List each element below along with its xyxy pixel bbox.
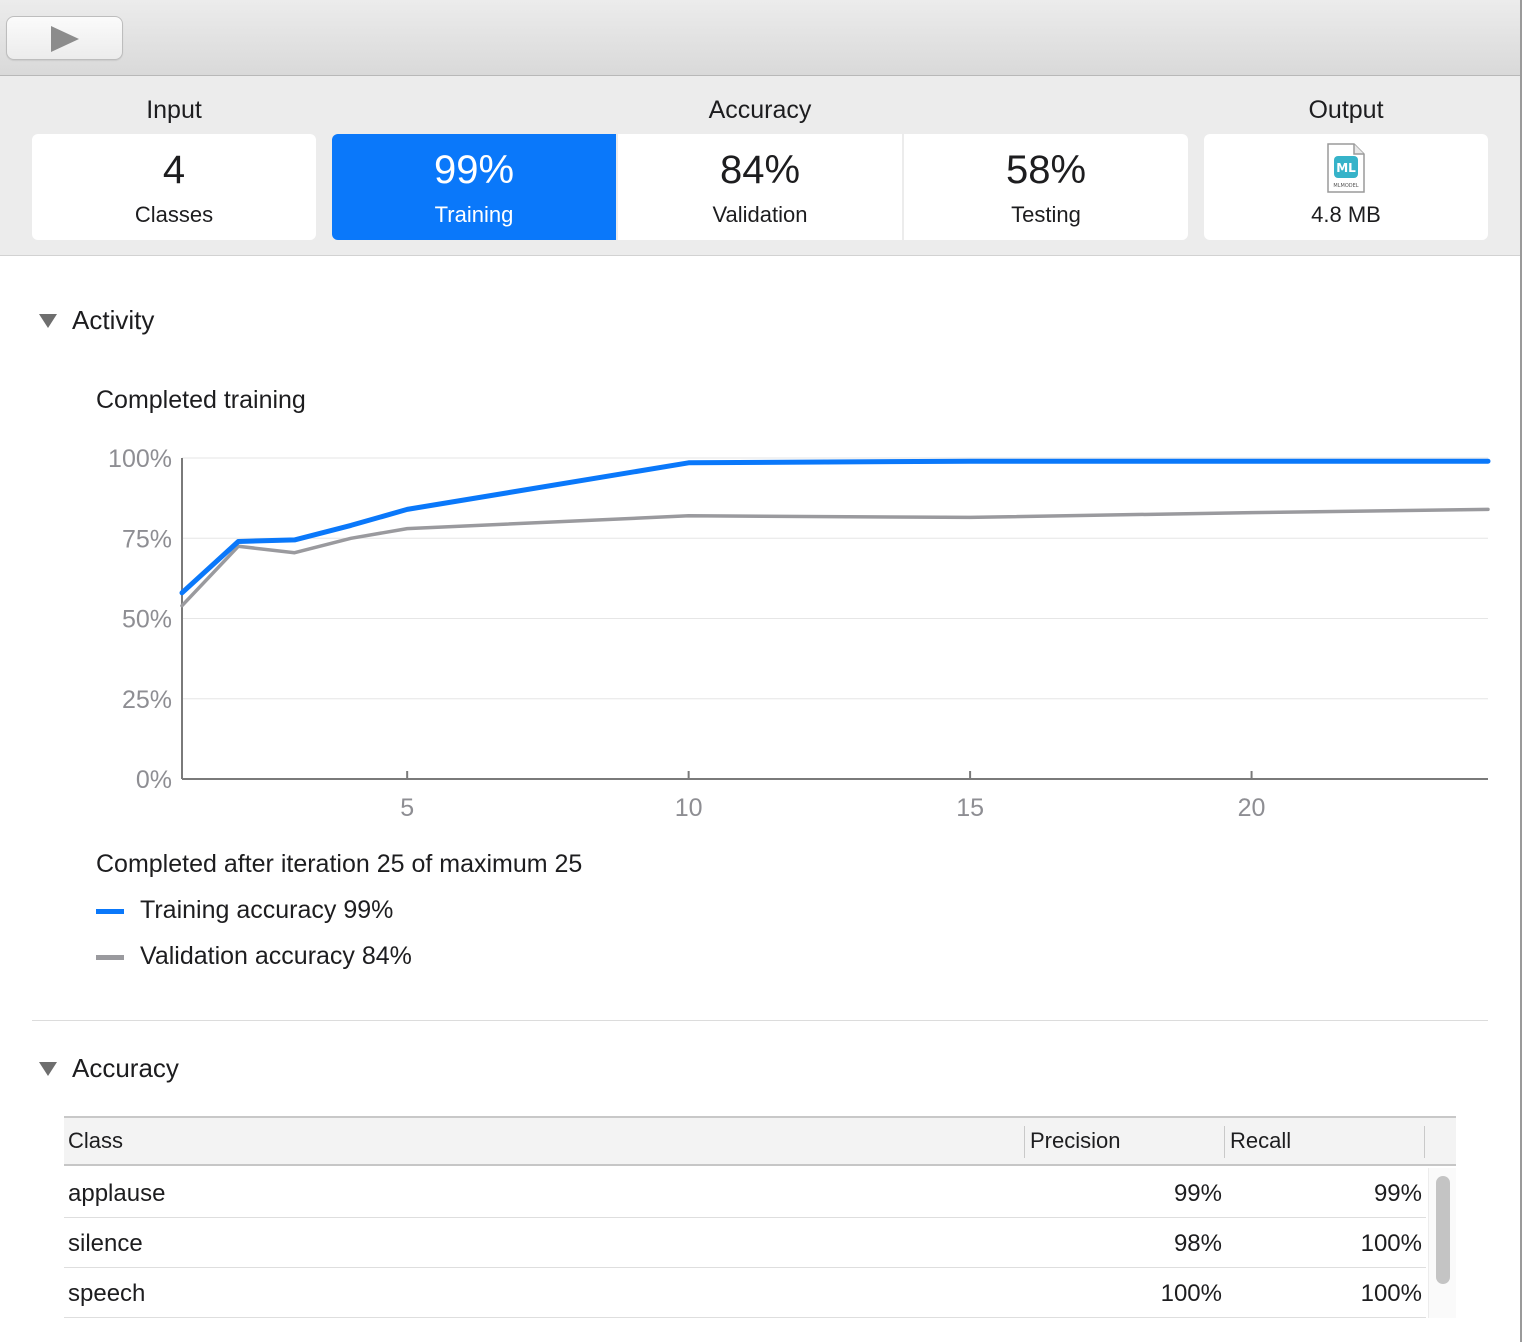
section-divider bbox=[32, 1020, 1488, 1021]
input-card[interactable]: 4 Classes bbox=[32, 134, 316, 240]
column-header-precision[interactable]: Precision bbox=[1030, 1128, 1121, 1153]
validation-accuracy-label: Validation bbox=[712, 202, 808, 227]
activity-disclosure-triangle-icon[interactable] bbox=[39, 314, 57, 328]
class-cell: speech bbox=[68, 1280, 146, 1307]
precision-cell: 100% bbox=[1160, 1280, 1222, 1307]
legend-training-swatch bbox=[96, 909, 124, 914]
testing-accuracy-card[interactable]: 58% Testing bbox=[904, 134, 1188, 240]
x-tick-label: 5 bbox=[400, 794, 414, 822]
training-accuracy-label: Training bbox=[434, 202, 514, 227]
completion-caption: Completed after iteration 25 of maximum … bbox=[96, 850, 583, 878]
summary-header: Input Accuracy Output 4 Classes 99% Trai… bbox=[0, 76, 1522, 256]
table-row[interactable]: silence 98% 100% bbox=[64, 1218, 1426, 1268]
training-accuracy-value: 99% bbox=[433, 148, 515, 192]
output-card[interactable]: ML MLMODEL 4.8 MB bbox=[1204, 134, 1488, 240]
class-cell: applause bbox=[68, 1180, 166, 1207]
scrollbar-thumb[interactable] bbox=[1436, 1176, 1450, 1284]
validation-accuracy-value: 84% bbox=[719, 148, 801, 192]
output-title: Output bbox=[1308, 96, 1384, 124]
training-accuracy-card[interactable]: 99% Training bbox=[332, 134, 616, 240]
mlmodel-icon-text: MLMODEL bbox=[1333, 183, 1358, 189]
accuracy-table: Class Precision Recall applause 99% 99% … bbox=[64, 1116, 1456, 1318]
accuracy-title: Accuracy bbox=[708, 96, 812, 124]
y-tick-label: 50% bbox=[122, 606, 172, 634]
toolbar bbox=[0, 0, 1522, 76]
legend-validation-label: Validation accuracy 84% bbox=[140, 942, 412, 970]
mlmodel-file-icon: ML MLMODEL bbox=[1327, 143, 1365, 193]
class-cell: silence bbox=[68, 1230, 143, 1257]
recall-cell: 100% bbox=[1360, 1280, 1422, 1307]
legend-validation-swatch bbox=[96, 955, 124, 960]
table-row[interactable]: speech 100% 100% bbox=[64, 1268, 1426, 1318]
precision-cell: 98% bbox=[1173, 1230, 1222, 1257]
column-header-recall[interactable]: Recall bbox=[1230, 1128, 1292, 1153]
model-size: 4.8 MB bbox=[1311, 202, 1381, 227]
input-title: Input bbox=[146, 96, 202, 124]
training-accuracy-line bbox=[179, 458, 1491, 596]
play-icon bbox=[51, 26, 79, 52]
accuracy-section-title[interactable]: Accuracy bbox=[72, 1053, 179, 1083]
legend-training-label: Training accuracy 99% bbox=[140, 896, 394, 924]
column-separator bbox=[1224, 1126, 1225, 1158]
x-tick-label: 20 bbox=[1238, 794, 1266, 822]
table-header: Class Precision Recall bbox=[64, 1118, 1456, 1166]
y-tick-label: 75% bbox=[122, 525, 172, 553]
run-button[interactable] bbox=[6, 16, 123, 60]
window-border bbox=[1520, 0, 1522, 1342]
training-status: Completed training bbox=[96, 386, 306, 414]
recall-cell: 100% bbox=[1360, 1230, 1422, 1257]
validation-accuracy-card[interactable]: 84% Validation bbox=[618, 134, 902, 240]
column-header-class[interactable]: Class bbox=[68, 1128, 124, 1153]
testing-accuracy-value: 58% bbox=[1005, 148, 1087, 192]
x-tick-label: 10 bbox=[675, 794, 703, 822]
column-separator bbox=[1424, 1126, 1425, 1158]
accuracy-disclosure-triangle-icon[interactable] bbox=[39, 1062, 57, 1076]
y-tick-label: 0% bbox=[136, 766, 172, 794]
column-separator bbox=[1024, 1126, 1025, 1158]
table-scrollbar[interactable] bbox=[1428, 1168, 1456, 1318]
classes-count: 4 bbox=[162, 148, 186, 192]
y-tick-label: 25% bbox=[122, 686, 172, 714]
y-tick-label: 100% bbox=[108, 445, 172, 473]
testing-accuracy-label: Testing bbox=[1011, 202, 1081, 227]
table-row[interactable]: applause 99% 99% bbox=[64, 1168, 1426, 1218]
x-tick-label: 15 bbox=[956, 794, 984, 822]
validation-accuracy-line bbox=[180, 507, 1490, 608]
precision-cell: 99% bbox=[1173, 1180, 1222, 1207]
svg-text:ML: ML bbox=[1336, 161, 1356, 175]
accuracy-line-chart: 0% 25% 50% 75% 100% 5 10 15 20 bbox=[108, 445, 1491, 822]
recall-cell: 99% bbox=[1373, 1180, 1422, 1207]
classes-label: Classes bbox=[134, 202, 214, 227]
activity-section-title[interactable]: Activity bbox=[72, 305, 155, 335]
